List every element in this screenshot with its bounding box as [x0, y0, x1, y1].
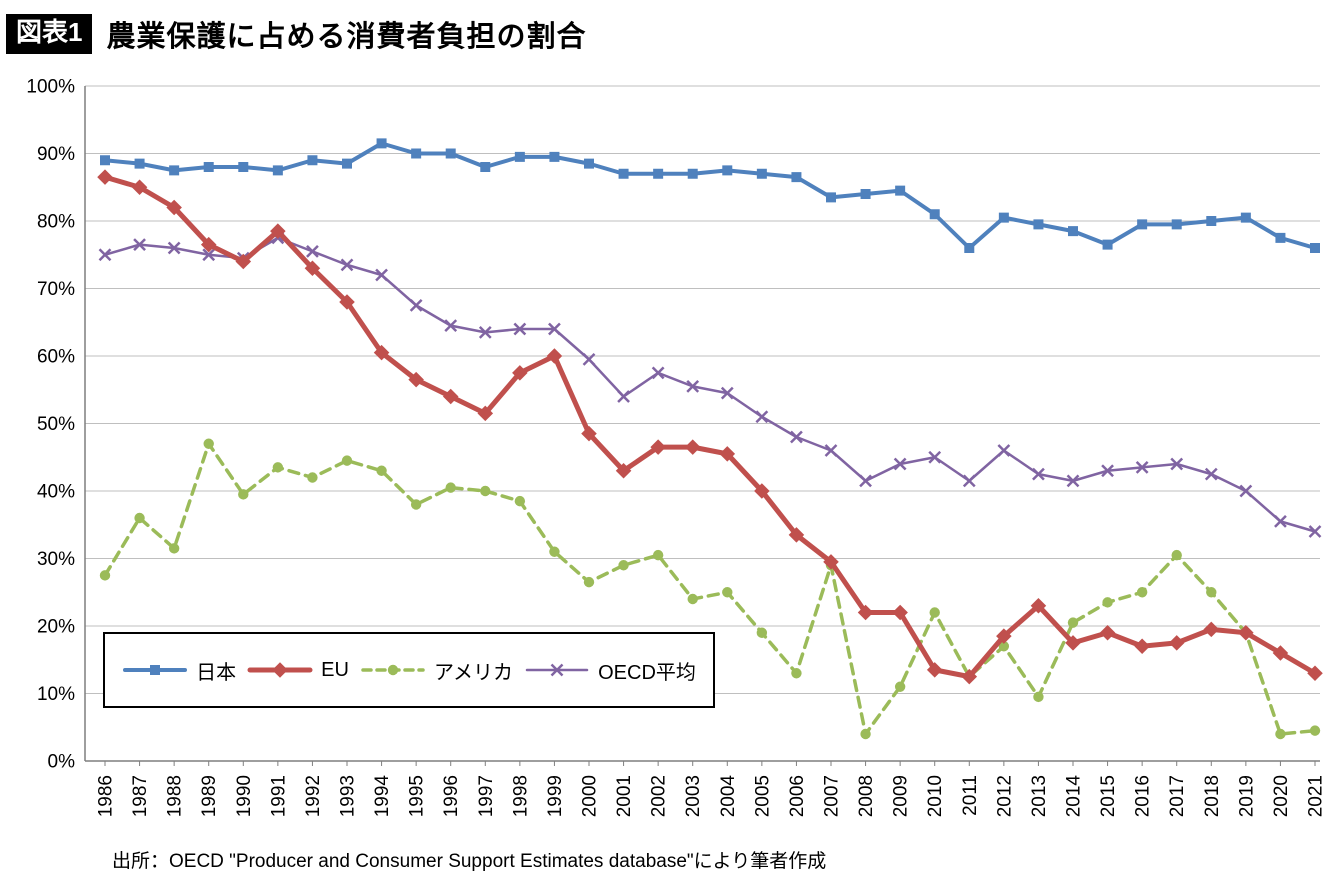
svg-text:60%: 60%: [37, 347, 75, 368]
svg-text:1994: 1994: [372, 775, 393, 818]
svg-text:2003: 2003: [683, 775, 704, 817]
svg-text:2020: 2020: [1271, 775, 1292, 817]
svg-text:100%: 100%: [26, 77, 75, 98]
svg-text:1996: 1996: [441, 775, 462, 817]
legend-sample: [361, 664, 425, 676]
svg-text:1998: 1998: [510, 775, 531, 817]
svg-text:2010: 2010: [925, 775, 946, 817]
svg-text:2013: 2013: [1029, 775, 1050, 817]
svg-text:40%: 40%: [37, 482, 75, 503]
legend-sample: [247, 662, 313, 678]
x-axis-labels: 1986 1987 1988 1989 1990 1991 1992 1993 1994 1995…: [96, 775, 1327, 818]
svg-text:0%: 0%: [48, 752, 76, 773]
svg-text:1992: 1992: [303, 775, 324, 817]
svg-text:1993: 1993: [338, 775, 359, 817]
svg-text:2018: 2018: [1202, 775, 1223, 817]
svg-text:2008: 2008: [856, 775, 877, 817]
svg-text:50%: 50%: [37, 414, 75, 435]
svg-text:20%: 20%: [37, 617, 75, 638]
svg-text:1989: 1989: [199, 775, 220, 817]
legend-sample: [525, 663, 589, 677]
svg-text:2012: 2012: [994, 775, 1015, 817]
svg-text:2002: 2002: [649, 775, 670, 817]
svg-text:1999: 1999: [545, 775, 566, 817]
legend-item-アメリカ: アメリカ: [360, 656, 513, 685]
svg-text:70%: 70%: [37, 279, 75, 300]
svg-text:2016: 2016: [1133, 775, 1154, 817]
legend-label: 日本: [196, 661, 237, 684]
svg-text:2004: 2004: [718, 775, 739, 818]
svg-text:2005: 2005: [752, 775, 773, 817]
svg-text:1986: 1986: [96, 775, 117, 817]
legend: 日本 EU アメリカ OECD平均: [103, 632, 715, 708]
legend-item-EU: EU: [247, 659, 349, 682]
series-日本: [100, 138, 1320, 253]
svg-text:1990: 1990: [234, 775, 255, 817]
legend-item-日本: 日本: [122, 656, 236, 685]
svg-text:2015: 2015: [1098, 775, 1119, 817]
svg-text:2006: 2006: [787, 775, 808, 817]
legend-label: EU: [321, 658, 349, 681]
svg-text:2001: 2001: [614, 775, 635, 817]
series-EU: [97, 169, 1323, 685]
chart-svg: 0%10%20%30%40%50%60%70%80%90%100%1986 198…: [26, 77, 1327, 818]
svg-text:10%: 10%: [37, 684, 75, 705]
svg-text:2017: 2017: [1167, 775, 1188, 817]
svg-text:2009: 2009: [891, 775, 912, 817]
svg-text:2019: 2019: [1236, 775, 1257, 817]
svg-text:1987: 1987: [130, 775, 151, 817]
figure-badge: 図表1: [6, 14, 93, 54]
svg-text:1997: 1997: [476, 775, 497, 817]
svg-text:2014: 2014: [1064, 775, 1085, 818]
svg-text:2000: 2000: [580, 775, 601, 817]
gridlines: [85, 85, 1320, 694]
svg-text:1991: 1991: [268, 775, 289, 817]
svg-text:2007: 2007: [822, 775, 843, 817]
svg-text:2021: 2021: [1306, 775, 1327, 817]
svg-text:90%: 90%: [37, 144, 75, 165]
svg-text:1995: 1995: [407, 775, 428, 817]
svg-text:1988: 1988: [165, 775, 186, 817]
header: 図表1 農業保護に占める消費者負担の割合: [0, 0, 1340, 56]
legend-label: OECD平均: [598, 661, 696, 684]
series-アメリカ: [99, 438, 1321, 740]
svg-text:2011: 2011: [960, 775, 981, 816]
y-axis-labels: 0% 10% 20% 30% 40% 50% 60% 70% 80% 90% 100%: [26, 77, 75, 773]
legend-label: アメリカ: [434, 661, 514, 684]
legend-item-OECD平均: OECD平均: [524, 656, 696, 685]
axes: [84, 86, 1320, 766]
legend-sample: [123, 665, 188, 675]
svg-text:30%: 30%: [37, 549, 75, 570]
svg-text:80%: 80%: [37, 212, 75, 233]
source-note: 出所：OECD "Producer and Consumer Support E…: [112, 851, 827, 872]
page-title: 農業保護に占める消費者負担の割合: [106, 21, 587, 53]
chart-area: 0% 10% 20% 30% 40% 50% 60% 70% 80% 90% 100% 1986 198…: [0, 58, 1340, 846]
